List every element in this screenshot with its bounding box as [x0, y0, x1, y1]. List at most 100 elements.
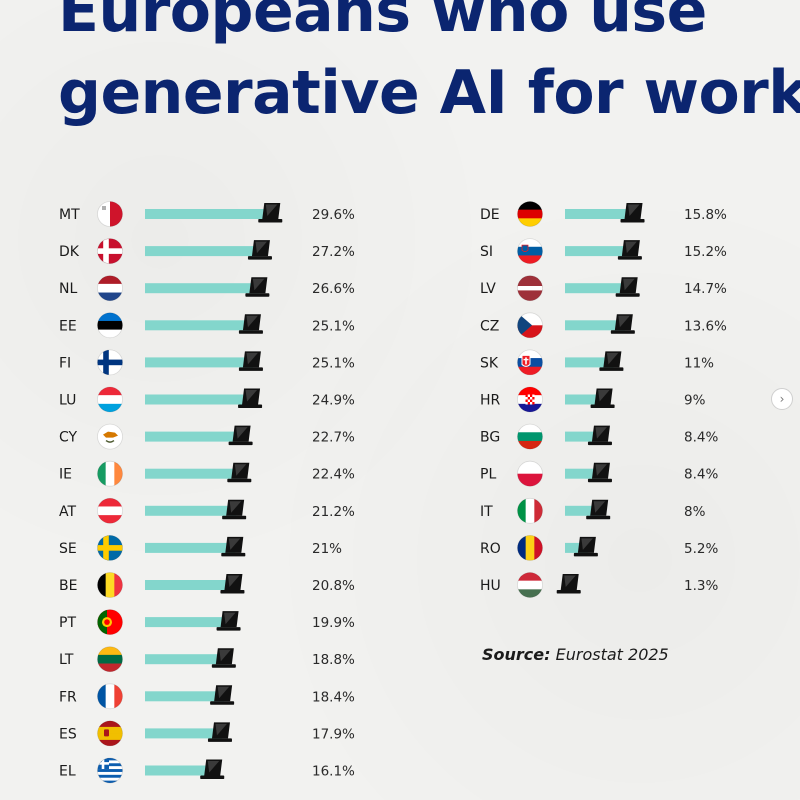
category-label: PL — [480, 467, 496, 483]
country-flag-icon — [97, 497, 123, 524]
source-note: Source: Eurostat 2025 — [482, 645, 669, 664]
bar — [145, 246, 262, 257]
country-flag-icon — [97, 720, 123, 747]
laptop-icon — [238, 314, 263, 334]
bar-row: IT 8% — [480, 497, 706, 524]
bar — [145, 691, 225, 702]
bar — [145, 654, 226, 665]
chart-column-right: DE 15.8% SI 15.2% LV 14.7% CZ 13.6% SK 11% HR 9% BG 8… — [480, 201, 727, 598]
source-label: Source: — [482, 645, 551, 664]
laptop-icon — [238, 351, 263, 371]
country-flag-icon — [97, 609, 123, 635]
country-flag-icon — [97, 572, 123, 598]
value-label: 18.8% — [312, 652, 355, 668]
laptop-icon — [245, 277, 270, 297]
bar-row: MT 29.6% — [59, 201, 355, 227]
bar-row: HU 1.3% — [480, 572, 718, 598]
country-flag-icon — [97, 646, 123, 673]
value-label: 14.7% — [684, 281, 727, 297]
laptop-icon — [573, 536, 598, 557]
category-label: PT — [59, 615, 76, 631]
next-slide-button[interactable]: › — [771, 388, 793, 410]
category-label: SK — [480, 355, 499, 371]
bar-row: PL 8.4% — [480, 460, 718, 487]
category-label: FI — [59, 355, 71, 371]
value-label: 24.9% — [312, 393, 355, 409]
laptop-icon — [207, 722, 232, 742]
bar-row: AT 21.2% — [59, 497, 355, 524]
category-label: NL — [59, 281, 77, 297]
value-label: 21% — [312, 541, 342, 557]
category-label: SI — [480, 244, 493, 260]
chart-title: Europeans who use generative AI for work — [58, 0, 800, 134]
bar — [565, 209, 635, 219]
country-flag-icon — [517, 275, 543, 302]
bar — [145, 209, 273, 219]
laptop-icon — [222, 499, 247, 520]
bar-row: HR 9% — [480, 386, 706, 413]
value-label: 16.1% — [312, 764, 355, 780]
laptop-icon — [586, 499, 611, 520]
laptop-icon — [220, 574, 245, 594]
bar-row: RO 5.2% — [480, 535, 718, 561]
bar — [565, 468, 602, 479]
country-flag-icon — [97, 683, 123, 710]
value-label: 11% — [684, 355, 714, 371]
bar-row: DE 15.8% — [480, 201, 727, 227]
country-flag-icon — [97, 757, 123, 784]
bar-row: SI 15.2% — [480, 238, 727, 265]
value-label: 18.4% — [312, 689, 355, 705]
value-label: 15.2% — [684, 244, 727, 260]
value-label: 17.9% — [312, 726, 355, 742]
country-flag-icon — [517, 201, 543, 227]
laptop-icon — [610, 314, 635, 334]
bar — [565, 542, 588, 553]
country-flag-icon — [97, 201, 123, 227]
title-line-1: Europeans who use — [58, 0, 707, 46]
bar — [145, 357, 253, 368]
category-label: HR — [480, 393, 501, 409]
country-flag-icon — [97, 349, 123, 376]
bar — [145, 394, 253, 405]
bar-row: NL 26.6% — [59, 275, 355, 302]
bar — [565, 394, 605, 405]
category-label: ES — [59, 726, 77, 742]
bar — [145, 283, 260, 294]
bar — [145, 617, 231, 628]
laptop-icon — [228, 425, 253, 446]
laptop-icon — [227, 462, 252, 483]
category-label: LT — [59, 652, 74, 668]
value-label: 13.6% — [684, 318, 727, 334]
country-flag-icon — [97, 535, 123, 561]
value-label: 25.1% — [312, 318, 355, 334]
laptop-icon — [620, 203, 645, 223]
bar — [565, 320, 625, 331]
laptop-icon — [587, 425, 612, 446]
category-label: IE — [59, 467, 72, 483]
value-label: 8.4% — [684, 430, 718, 446]
bar-row: LV 14.7% — [480, 275, 727, 302]
bar-row: EL 16.1% — [59, 757, 355, 784]
value-label: 8.4% — [684, 467, 718, 483]
bar — [145, 542, 236, 553]
bar-row: CY 22.7% — [59, 423, 355, 450]
bar — [565, 505, 601, 516]
bar-row: BG 8.4% — [480, 423, 718, 450]
category-label: BE — [59, 578, 77, 594]
country-flag-icon — [97, 238, 123, 265]
laptop-icon — [247, 240, 272, 260]
laptop-icon — [211, 648, 236, 668]
country-flag-icon — [517, 312, 543, 339]
bar-row: BE 20.8% — [59, 572, 355, 598]
bar-row: FI 25.1% — [59, 349, 355, 376]
country-flag-icon — [97, 460, 123, 487]
bar — [565, 283, 630, 294]
category-label: EL — [59, 764, 76, 780]
laptop-icon — [590, 388, 615, 408]
category-label: BG — [480, 430, 500, 446]
country-flag-icon — [97, 275, 123, 302]
bar — [145, 580, 235, 590]
laptop-icon — [587, 462, 612, 483]
category-label: CZ — [480, 318, 499, 334]
country-flag-icon — [517, 349, 543, 376]
